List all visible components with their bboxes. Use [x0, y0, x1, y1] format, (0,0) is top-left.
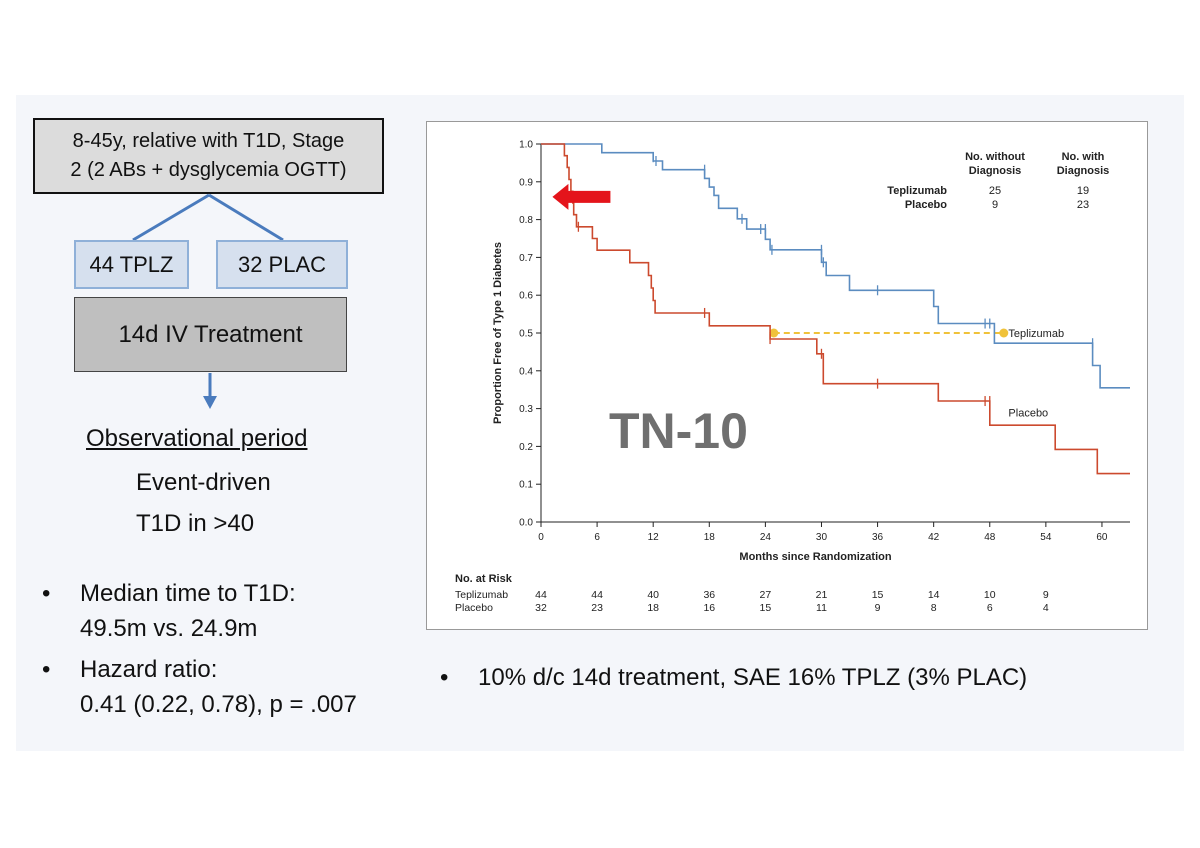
x-tick-label: 60	[1096, 532, 1108, 543]
y-tick-label: 0.3	[519, 404, 533, 415]
y-tick-label: 0.6	[519, 291, 533, 302]
eligibility-line-2: 2 (2 ABs + dysglycemia OGTT)	[70, 159, 347, 181]
x-tick-label: 24	[760, 532, 772, 543]
bullet-hazard: • Hazard ratio: 0.41 (0.22, 0.78), p = .…	[42, 652, 357, 722]
y-tick-label: 0.0	[519, 518, 533, 529]
at-risk-value: 15	[760, 602, 772, 614]
x-tick-label: 12	[648, 532, 660, 543]
x-tick-label: 6	[594, 532, 600, 543]
bullet-safety: • 10% d/c 14d treatment, SAE 16% TPLZ (3…	[440, 660, 1028, 695]
at-risk-title: No. at Risk	[455, 573, 513, 585]
summary-row-name: Teplizumab	[887, 185, 947, 197]
x-tick-label: 18	[704, 532, 716, 543]
y-tick-label: 0.7	[519, 253, 533, 264]
safety-text: 10% d/c 14d treatment, SAE 16% TPLZ (3% …	[478, 664, 1028, 691]
summary-with-value: 19	[1077, 185, 1089, 197]
y-tick-label: 0.1	[519, 480, 533, 491]
x-tick-label: 36	[872, 532, 884, 543]
at-risk-value: 18	[647, 602, 659, 614]
y-tick-label: 0.8	[519, 215, 533, 226]
y-tick-label: 1.0	[519, 140, 533, 151]
at-risk-value: 10	[984, 589, 996, 601]
arm-placebo-box: 32 PLAC	[216, 240, 348, 289]
km-chart-frame: 0.0 0.1 0.2 0.3 0.4 0.5 0.6 0.7 0.8 0.9 1.0 0 6 12 18 2…	[426, 121, 1148, 630]
bullet-median: • Median time to T1D: 49.5m vs. 24.9m	[42, 576, 296, 646]
x-tick-label: 42	[928, 532, 940, 543]
t1d-count-text: T1D in >40	[136, 510, 255, 537]
at-risk-row-name: Placebo	[455, 602, 493, 614]
arm-placebo-label: 32 PLAC	[237, 251, 327, 277]
red-arrow-icon	[552, 183, 611, 210]
series-line-placebo	[541, 143, 1130, 475]
bullet-dot: •	[42, 580, 51, 607]
median-label: Median time to T1D:	[80, 580, 296, 607]
eligibility-box: 8-45y, relative with T1D, Stage 2 (2 ABs…	[33, 118, 384, 194]
at-risk-value: 15	[872, 589, 884, 601]
watermark-tn10: TN-10	[609, 403, 748, 459]
km-chart: 0.0 0.1 0.2 0.3 0.4 0.5 0.6 0.7 0.8 0.9 1.0 0 6 12 18 2…	[455, 140, 1130, 614]
at-risk-value: 4	[1043, 602, 1049, 614]
at-risk-value: 16	[703, 602, 715, 614]
arm-teplizumab-label: 44 TPLZ	[89, 251, 174, 277]
y-tick-label: 0.2	[519, 442, 533, 453]
median-marker-teplizumab	[999, 328, 1009, 338]
y-tick-label: 0.5	[519, 329, 533, 340]
at-risk-value: 23	[591, 602, 603, 614]
summary-header: No. without	[965, 151, 1025, 163]
median-value: 49.5m vs. 24.9m	[80, 615, 258, 642]
series-label-placebo: Placebo	[1008, 407, 1048, 419]
hazard-value: 0.41 (0.22, 0.78), p = .007	[80, 691, 357, 718]
x-tick-label: 0	[538, 532, 544, 543]
median-marker-placebo	[769, 328, 779, 338]
at-risk-value: 9	[1043, 589, 1049, 601]
at-risk-value: 21	[816, 589, 828, 601]
series-line-teplizumab	[541, 143, 1130, 389]
at-risk-value: 32	[535, 602, 547, 614]
x-axis-title: Months since Randomization	[739, 551, 891, 563]
bullet-dot: •	[42, 656, 51, 683]
at-risk-value: 36	[703, 589, 715, 601]
x-tick-label: 30	[816, 532, 828, 543]
x-tick-label: 54	[1040, 532, 1052, 543]
at-risk-row-name: Teplizumab	[455, 589, 508, 601]
at-risk-value: 14	[928, 589, 940, 601]
at-risk-value: 44	[535, 589, 547, 601]
y-tick-label: 0.9	[519, 177, 533, 188]
bullet-dot: •	[440, 664, 449, 691]
at-risk-value: 40	[647, 589, 659, 601]
at-risk-value: 8	[931, 602, 937, 614]
summary-header: Diagnosis	[969, 165, 1022, 177]
x-tick-label: 48	[984, 532, 996, 543]
series-label-teplizumab: Teplizumab	[1008, 328, 1064, 340]
hazard-label: Hazard ratio:	[80, 656, 218, 683]
observational-period-heading: Observational period	[86, 425, 308, 452]
summary-without-value: 25	[989, 185, 1001, 197]
summary-header: No. with	[1062, 151, 1105, 163]
at-risk-value: 11	[816, 602, 827, 614]
at-risk-value: 27	[760, 589, 772, 601]
y-axis-title: Proportion Free of Type 1 Diabetes	[492, 242, 504, 424]
at-risk-value: 9	[875, 602, 881, 614]
y-tick-label: 0.4	[519, 366, 533, 377]
treatment-label: 14d IV Treatment	[118, 320, 303, 348]
eligibility-line-1: 8-45y, relative with T1D, Stage	[72, 130, 345, 152]
summary-row-name: Placebo	[905, 199, 947, 211]
at-risk-value: 44	[591, 589, 603, 601]
event-driven-text: Event-driven	[136, 469, 271, 496]
treatment-box: 14d IV Treatment	[74, 297, 347, 372]
summary-with-value: 23	[1077, 199, 1089, 211]
arm-teplizumab-box: 44 TPLZ	[74, 240, 189, 289]
summary-header: Diagnosis	[1057, 165, 1110, 177]
summary-without-value: 9	[992, 199, 998, 211]
at-risk-value: 6	[987, 602, 993, 614]
